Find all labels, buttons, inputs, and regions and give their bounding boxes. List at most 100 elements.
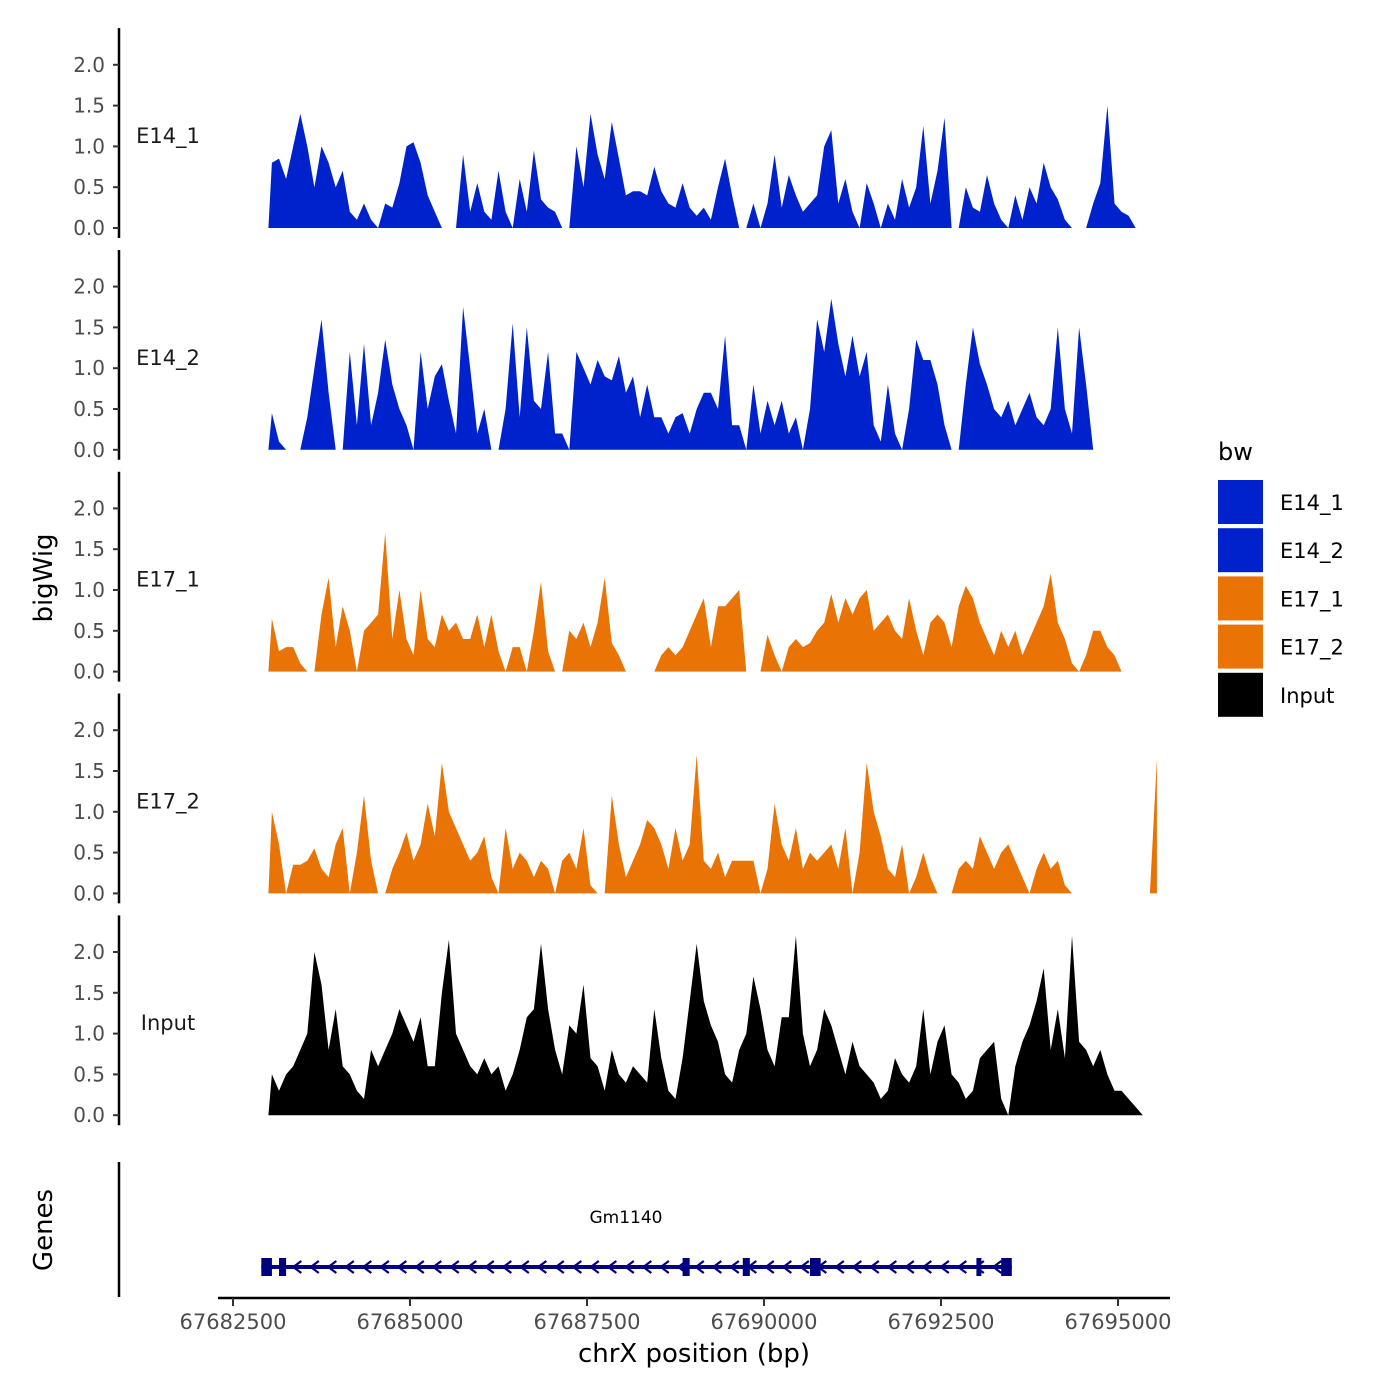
exon-block bbox=[682, 1258, 690, 1276]
coverage-area-E17_2 bbox=[268, 754, 1157, 894]
strand-arrow bbox=[763, 1260, 775, 1274]
coverage-area-E14_1 bbox=[268, 105, 1157, 228]
exon-block bbox=[976, 1258, 982, 1276]
y-tick-label: 0.5 bbox=[73, 1062, 105, 1086]
legend-swatch bbox=[1218, 576, 1263, 621]
legend-swatch bbox=[1218, 528, 1263, 573]
y-tick-label: 0.0 bbox=[73, 881, 105, 905]
strand-arrow bbox=[658, 1260, 670, 1274]
legend-label: E17_1 bbox=[1280, 587, 1344, 612]
track-E17_1: 0.0 0.5 1.0 1.5 2.0 E17_1 bbox=[73, 471, 1157, 684]
exon-block bbox=[261, 1258, 272, 1276]
track-E14_1: 0.0 0.5 1.0 1.5 2.0 E14_1 bbox=[73, 28, 1157, 240]
exon-block bbox=[742, 1258, 750, 1276]
x-tick-label: 67695000 bbox=[1065, 1310, 1172, 1334]
y-tick-label: 1.5 bbox=[73, 537, 105, 561]
strand-arrow bbox=[833, 1260, 845, 1274]
strand-arrow bbox=[466, 1260, 477, 1274]
y-tick-label: 1.5 bbox=[73, 94, 105, 118]
strand-arrow bbox=[798, 1260, 810, 1274]
y-tick-label: 0.5 bbox=[73, 619, 105, 643]
strand-arrow bbox=[588, 1260, 600, 1274]
y-tick-label: 0.0 bbox=[73, 216, 105, 240]
legend-label: E17_2 bbox=[1280, 636, 1344, 661]
coverage-area-E14_2 bbox=[268, 298, 1157, 450]
strand-arrow bbox=[536, 1260, 547, 1274]
track-E14_2: 0.0 0.5 1.0 1.5 2.0 E14_2 bbox=[73, 249, 1157, 462]
x-tick-label: 67690000 bbox=[711, 1310, 818, 1334]
strand-arrow bbox=[868, 1260, 880, 1274]
strand-arrow bbox=[851, 1260, 862, 1274]
track-E17_2: 0.0 0.5 1.0 1.5 2.0 E17_2 bbox=[73, 693, 1157, 905]
x-tick-label: 67692500 bbox=[888, 1310, 995, 1334]
exon-block bbox=[279, 1258, 287, 1276]
strand-arrow bbox=[413, 1260, 425, 1274]
y-tick-label: 1.0 bbox=[73, 1022, 105, 1046]
track-label: E17_2 bbox=[136, 789, 200, 814]
track-panels: 0.0 0.5 1.0 1.5 2.0 E14_1 0.0 0.5 1.0 1.5 2.0 E14_2… bbox=[73, 28, 1157, 1127]
strand-arrow bbox=[448, 1260, 460, 1274]
strand-arrow bbox=[938, 1260, 950, 1274]
y-tick-label: 0.0 bbox=[73, 1103, 105, 1127]
y-tick-label: 1.0 bbox=[73, 578, 105, 602]
strand-arrow bbox=[711, 1260, 722, 1274]
y-tick-label: 2.0 bbox=[73, 53, 105, 77]
y-tick-label: 2.0 bbox=[73, 718, 105, 742]
strand-arrow bbox=[326, 1260, 337, 1274]
coverage-area-Input bbox=[268, 935, 1157, 1116]
y-tick-label: 0.5 bbox=[73, 175, 105, 199]
gene-track: Gm1140 bbox=[117, 1162, 1012, 1297]
exon-block bbox=[810, 1258, 821, 1276]
strand-arrow bbox=[483, 1260, 495, 1274]
y-tick-label: 2.0 bbox=[73, 496, 105, 520]
track-Input: 0.0 0.5 1.0 1.5 2.0 Input bbox=[73, 915, 1157, 1127]
legend-label: Input bbox=[1280, 684, 1334, 708]
strand-arrow bbox=[886, 1260, 897, 1274]
y-tick-label: 2.0 bbox=[73, 275, 105, 299]
y-tick-label: 1.5 bbox=[73, 981, 105, 1005]
genes-track-title: Genes bbox=[29, 1189, 59, 1271]
y-tick-label: 1.5 bbox=[73, 315, 105, 339]
y-tick-label: 1.0 bbox=[73, 356, 105, 380]
legend-title: bw bbox=[1218, 438, 1253, 466]
x-axis: 67682500 67685000 67687500 67690000 67692500… bbox=[180, 1296, 1172, 1334]
strand-arrow bbox=[308, 1260, 320, 1274]
x-tick-label: 67687500 bbox=[534, 1310, 641, 1334]
legend: bw E14_1 E14_2 E17_1 E17_2 Input bbox=[1218, 438, 1344, 717]
y-tick-label: 0.0 bbox=[73, 438, 105, 462]
x-tick-label: 67685000 bbox=[357, 1310, 464, 1334]
track-label: E14_1 bbox=[136, 124, 200, 149]
strand-arrow bbox=[396, 1260, 407, 1274]
legend-label: E14_2 bbox=[1280, 539, 1344, 564]
y-tick-label: 1.0 bbox=[73, 800, 105, 824]
track-label: Input bbox=[141, 1011, 195, 1035]
track-label: E17_1 bbox=[136, 568, 200, 593]
y-tick-label: 0.0 bbox=[73, 660, 105, 684]
strand-arrow bbox=[518, 1260, 530, 1274]
strand-arrow bbox=[641, 1260, 652, 1274]
strand-arrow bbox=[378, 1260, 390, 1274]
y-tick-label: 0.5 bbox=[73, 841, 105, 865]
strand-arrow bbox=[553, 1260, 565, 1274]
y-tick-label: 1.0 bbox=[73, 134, 105, 158]
y-axis-title: bigWig bbox=[29, 533, 59, 622]
strand-arrow bbox=[571, 1260, 582, 1274]
strand-arrow bbox=[291, 1260, 302, 1274]
strand-arrow bbox=[361, 1260, 372, 1274]
y-tick-label: 1.5 bbox=[73, 759, 105, 783]
strand-arrow bbox=[781, 1260, 792, 1274]
strand-arrow bbox=[728, 1260, 740, 1274]
strand-arrow bbox=[991, 1260, 1002, 1274]
x-axis-title: chrX position (bp) bbox=[578, 1339, 810, 1369]
strand-arrow bbox=[623, 1260, 635, 1274]
coverage-area-E17_1 bbox=[268, 532, 1157, 672]
strand-arrow bbox=[606, 1260, 617, 1274]
x-tick-label: 67682500 bbox=[180, 1310, 287, 1334]
strand-arrow bbox=[343, 1260, 355, 1274]
y-tick-label: 0.5 bbox=[73, 397, 105, 421]
strand-arrow bbox=[693, 1260, 705, 1274]
strand-arrow bbox=[903, 1260, 915, 1274]
legend-swatch bbox=[1218, 672, 1263, 717]
track-label: E14_2 bbox=[136, 346, 200, 371]
